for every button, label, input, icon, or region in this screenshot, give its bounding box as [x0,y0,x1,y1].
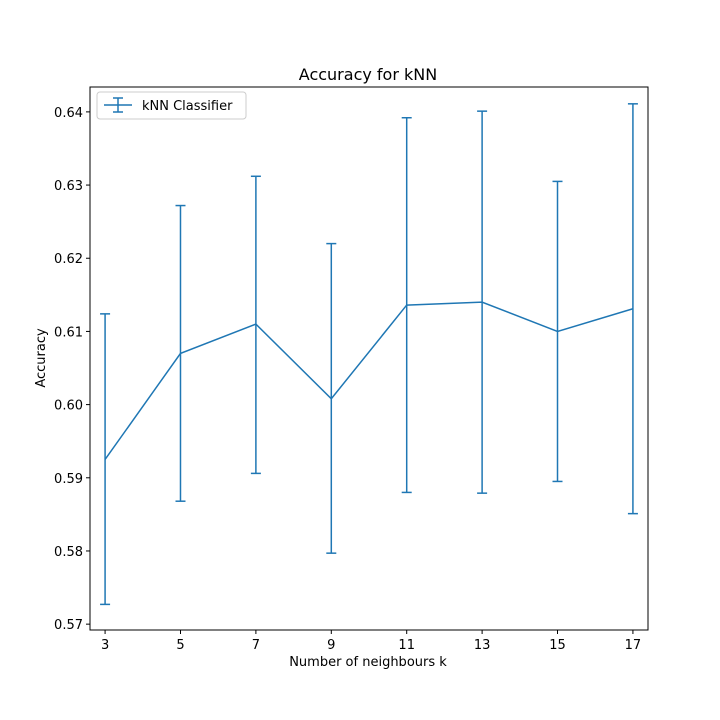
x-tick-label: 15 [549,638,566,653]
x-tick-label: 3 [101,638,109,653]
series-layer [100,103,638,606]
legend-box [96,91,247,120]
x-tick-label: 9 [327,638,335,653]
x-axis-label: Number of neighbours k [289,655,447,670]
y-tick-label: 0.64 [54,106,83,121]
legend-swatch [104,97,132,113]
y-tick-label: 0.62 [54,252,83,267]
x-tick-label: 7 [252,638,260,653]
y-axis-label: Accuracy [34,328,49,388]
legend: kNN Classifier [96,91,247,120]
y-tick-label: 0.61 [54,325,83,340]
y-tick-label: 0.57 [54,618,83,633]
plot-frame [89,86,649,631]
x-axis: 3 5 7 9 11 13 15 17 [101,630,641,653]
legend-label: kNN Classifier [142,99,233,114]
x-tick-label: 17 [625,638,642,653]
y-tick-label: 0.60 [54,399,83,414]
plot-area [89,86,649,631]
x-tick-label: 13 [474,638,491,653]
y-tick-label: 0.63 [54,179,83,194]
x-tick-label: 11 [398,638,415,653]
series-line [104,301,634,460]
y-axis: 0.57 0.58 0.59 0.60 0.61 0.62 0.63 0.64 [54,106,90,633]
chart-title: Accuracy for kNN [299,65,437,84]
y-tick-label: 0.58 [54,545,83,560]
x-tick-label: 5 [176,638,184,653]
y-tick-label: 0.59 [54,472,83,487]
